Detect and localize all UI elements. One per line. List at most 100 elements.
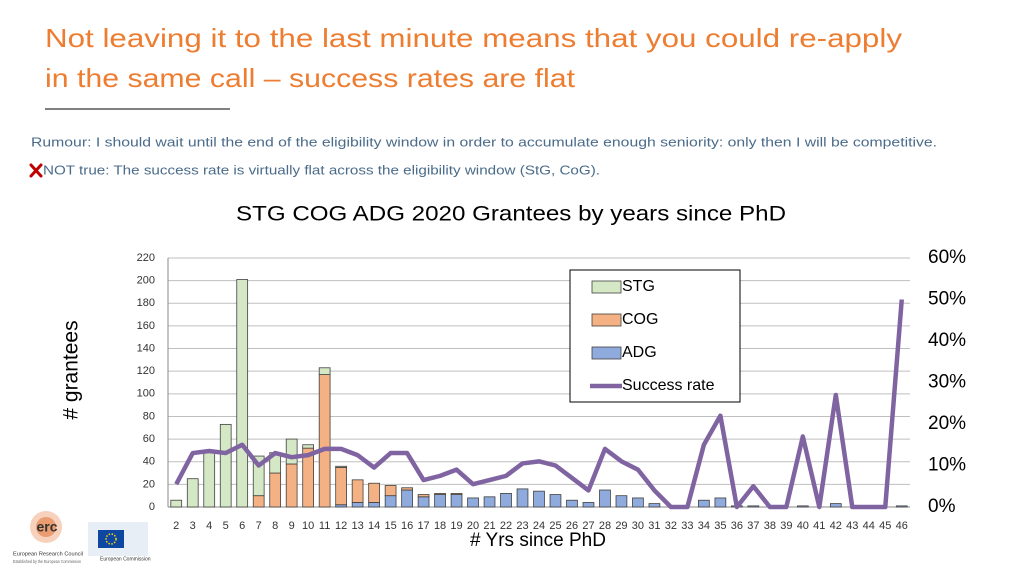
bar [384, 495, 397, 508]
x-tick-label: 37 [747, 520, 759, 532]
x-tick-label: 39 [780, 520, 792, 532]
x-tick-label: 25 [549, 520, 561, 532]
y2-tick-label: 20% [928, 413, 966, 434]
bar [318, 374, 331, 508]
y-axis-label: # grantees [60, 320, 83, 419]
x-tick-label: 42 [830, 520, 842, 532]
y-tick-label: 200 [137, 275, 155, 287]
x-tick-label: 27 [582, 520, 594, 532]
y2-tick-label: 40% [928, 330, 966, 351]
bar [450, 493, 463, 495]
x-tick-label: 38 [764, 520, 776, 532]
x-tick-label: 33 [681, 520, 693, 532]
legend-label: STG [622, 278, 655, 295]
bar [186, 478, 199, 508]
x-tick-label: 7 [256, 520, 262, 532]
bar [516, 488, 529, 508]
erc-caption: European Research Council [13, 551, 83, 557]
bar [698, 499, 710, 508]
x-tick-label: 35 [714, 520, 726, 532]
x-tick-label: 2 [173, 520, 179, 532]
x-tick-label: 15 [384, 520, 396, 532]
x-tick-label: 32 [665, 520, 677, 532]
bar [434, 494, 446, 508]
x-tick-label: 28 [599, 520, 611, 532]
x-tick-label: 10 [302, 520, 314, 532]
x-tick-label: 19 [450, 520, 462, 532]
x-tick-label: 30 [632, 520, 644, 532]
bar [252, 495, 265, 508]
y-tick-label: 60 [143, 433, 155, 445]
chart-title: STG COG ADG 2020 Grantees by years since… [236, 203, 786, 226]
x-tick-label: 24 [533, 520, 545, 532]
legend-swatch [591, 313, 622, 327]
x-tick-label: 13 [351, 520, 363, 532]
bar [384, 485, 397, 497]
bar [302, 444, 314, 449]
bar [401, 487, 413, 491]
ec-logo: European Commission [88, 522, 151, 562]
bar [450, 494, 463, 508]
y2-tick-label: 0% [928, 496, 956, 517]
legend-swatch [591, 346, 622, 360]
bar [368, 502, 380, 508]
cross-icon [29, 163, 43, 178]
x-tick-label: 29 [615, 520, 627, 532]
y2-tick-label: 10% [928, 455, 966, 476]
rumour-text: Rumour: I should wait until the end of t… [31, 134, 937, 149]
success-rate-line [174, 299, 904, 510]
x-tick-label: 11 [319, 520, 330, 532]
y-tick-label: 160 [137, 320, 155, 332]
bar [351, 479, 364, 503]
erc-subcaption: Established by the European Commission [13, 559, 81, 564]
x-tick-label: 9 [289, 520, 295, 532]
bar [318, 367, 331, 375]
x-tick-label: 31 [648, 520, 660, 532]
x-tick-label: 44 [863, 520, 875, 532]
bar [236, 279, 249, 508]
y-tick-label: 220 [137, 252, 155, 264]
y-tick-label: 80 [143, 410, 155, 422]
y-tick-label: 120 [137, 365, 155, 377]
x-tick-label: 12 [335, 520, 347, 532]
bar [335, 465, 347, 468]
y2-tick-label: 50% [928, 289, 966, 310]
x-tick-label: 5 [223, 520, 229, 532]
x-tick-label: 43 [846, 520, 858, 532]
bar [615, 495, 628, 508]
bar [434, 493, 446, 495]
bar [351, 502, 364, 508]
x-tick-label: 14 [368, 520, 380, 532]
bar [252, 455, 265, 497]
bar [269, 472, 282, 508]
bar [417, 496, 430, 508]
bar [203, 452, 216, 508]
bar [566, 499, 578, 508]
bar [401, 489, 413, 508]
x-tick-label: 34 [698, 520, 710, 532]
bar [285, 438, 298, 465]
y2-tick-label: 30% [928, 372, 966, 393]
bar [483, 496, 496, 508]
y-tick-label: 100 [137, 388, 155, 400]
x-tick-label: 4 [206, 520, 212, 532]
erc-text: erc [36, 519, 57, 535]
bar [796, 505, 809, 508]
x-tick-label: 45 [879, 520, 891, 532]
bar [582, 502, 595, 508]
x-tick-label: 6 [239, 520, 245, 532]
x-axis-label: # Yrs since PhD [470, 530, 606, 551]
x-tick-label: 21 [483, 520, 495, 532]
bar [648, 503, 661, 508]
y-tick-label: 140 [137, 342, 155, 354]
not-true-text: NOT true: The success rate is virtually … [43, 162, 600, 177]
y-tick-label: 40 [143, 456, 155, 468]
x-tick-label: 46 [896, 520, 908, 532]
erc-logo: erc European Research Council Establishe… [13, 511, 83, 564]
ec-caption: European Commission [100, 556, 151, 562]
x-tick-label: 20 [467, 520, 479, 532]
y-tick-label: 0 [149, 501, 155, 513]
bar [714, 497, 727, 508]
x-tick-label: 40 [797, 520, 809, 532]
